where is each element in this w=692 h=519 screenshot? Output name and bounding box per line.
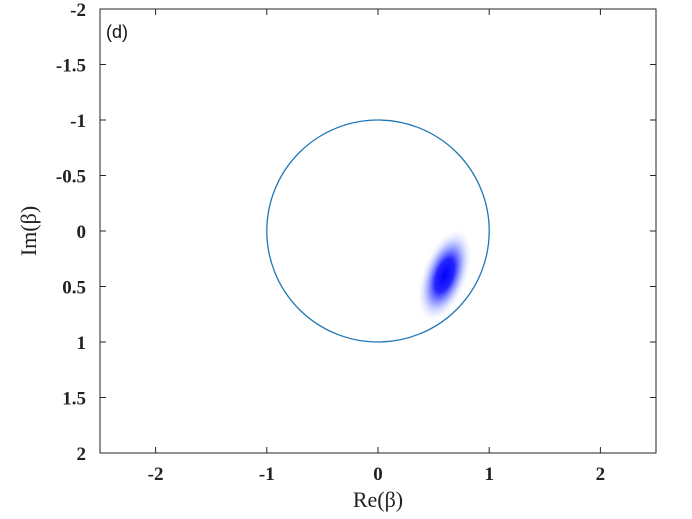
y-tick-label: -1.5: [56, 56, 86, 77]
y-tick-label: 2: [77, 444, 87, 465]
x-tick-label: 1: [484, 464, 494, 485]
y-tick-label: 0.5: [62, 278, 86, 299]
y-axis-label: Im(β): [16, 206, 41, 256]
x-tick-label: -1: [259, 464, 275, 485]
y-tick-label: -2: [70, 0, 86, 21]
x-tick-label: 0: [373, 464, 383, 485]
y-tick-label: 0: [77, 222, 87, 243]
unit-circle: [266, 119, 490, 343]
y-tick-label: 1.5: [62, 389, 86, 410]
wigner-blob: [416, 227, 473, 324]
x-tick-label: -2: [148, 464, 164, 485]
x-axis-label: Re(β): [353, 487, 403, 512]
y-tick-label: 1: [77, 333, 87, 354]
plot-area: [100, 9, 656, 453]
y-tick-label: -0.5: [56, 167, 86, 188]
y-tick-label: -1: [70, 111, 86, 132]
panel-label: (d): [106, 22, 128, 42]
x-tick-label: 2: [596, 464, 606, 485]
